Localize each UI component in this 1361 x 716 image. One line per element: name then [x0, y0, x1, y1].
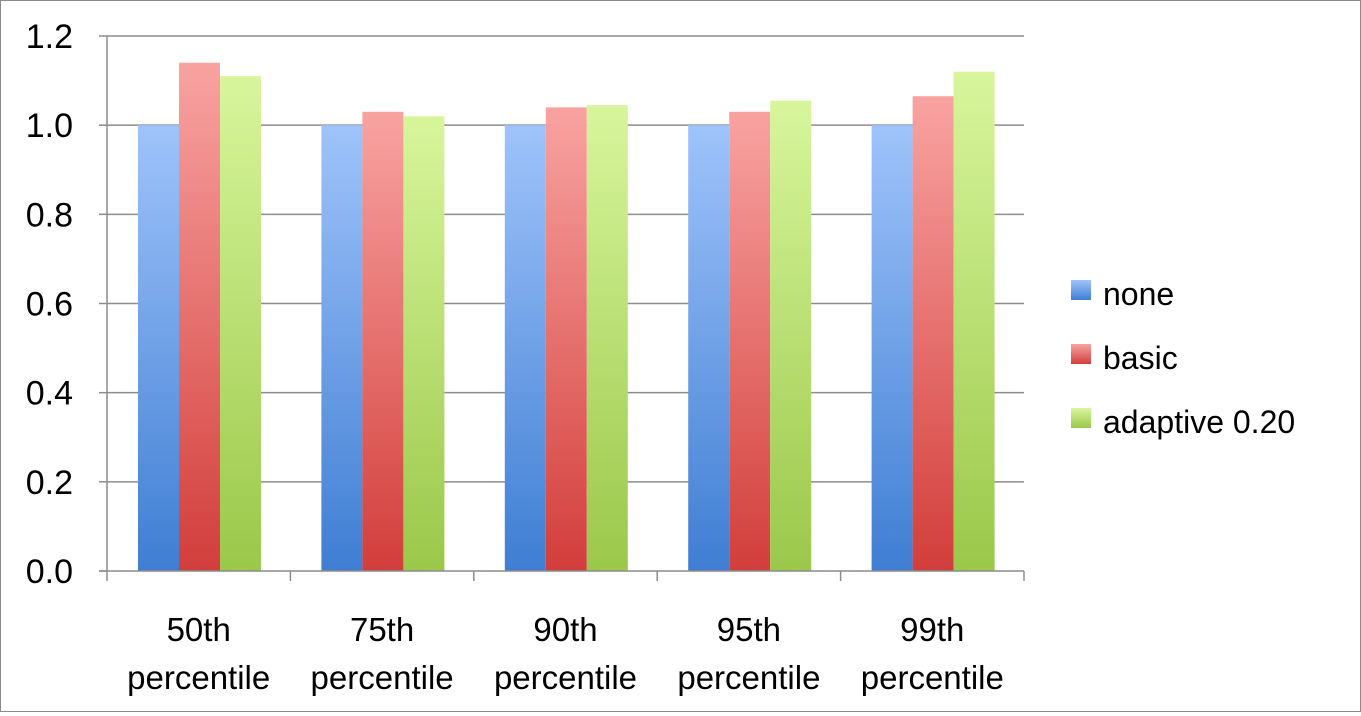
x-tick-label: 90th percentile: [494, 611, 637, 696]
y-tick-label: 0.2: [26, 464, 73, 502]
y-tick-label: 0.4: [26, 375, 73, 413]
y-tick-label: 1.2: [26, 18, 73, 56]
bar-none-1: [321, 125, 363, 572]
y-tick-label: 0.6: [26, 286, 73, 324]
bar-basic-0: [179, 62, 220, 571]
bar-basic-3: [729, 111, 771, 572]
bar-none-2: [504, 125, 546, 572]
y-tick-label: 0.0: [26, 553, 73, 591]
bar-basic-2: [545, 107, 587, 571]
legend: none basic adaptive 0.20: [1071, 276, 1295, 440]
bar-adaptive-0-20-0: [220, 76, 261, 571]
legend-label: none: [1103, 276, 1174, 312]
legend-label: adaptive 0.20: [1103, 404, 1295, 440]
bar-none-0: [138, 125, 179, 572]
bar-adaptive-0-20-4: [953, 71, 995, 572]
bar-adaptive-0-20-1: [403, 116, 445, 571]
x-tick-label: 99th percentile: [861, 611, 1004, 696]
y-tick-labels: 0.0 0.2 0.4 0.6 0.8 1.0 1.2: [26, 18, 73, 591]
axes: [99, 35, 1025, 581]
bar-adaptive-0-20-2: [586, 105, 628, 572]
x-tick-label: 95th percentile: [677, 611, 820, 696]
y-tick-label: 0.8: [26, 196, 73, 234]
legend-swatch: [1071, 408, 1091, 428]
x-tick-label: 50th percentile: [127, 611, 270, 696]
bar-none-3: [688, 125, 730, 572]
bar-adaptive-0-20-3: [770, 100, 812, 571]
x-tick-labels: 50th percentile 75th percentile 90th percenti…: [127, 611, 1004, 696]
legend-swatch: [1071, 344, 1091, 364]
bar-basic-1: [362, 111, 404, 572]
bar-basic-4: [912, 96, 954, 571]
y-tick-label: 1.0: [26, 107, 73, 145]
legend-swatch: [1071, 280, 1091, 300]
bar-none-4: [871, 125, 913, 572]
x-tick-label: 75th percentile: [311, 611, 454, 696]
bars: [138, 62, 995, 572]
legend-label: basic: [1103, 340, 1178, 376]
